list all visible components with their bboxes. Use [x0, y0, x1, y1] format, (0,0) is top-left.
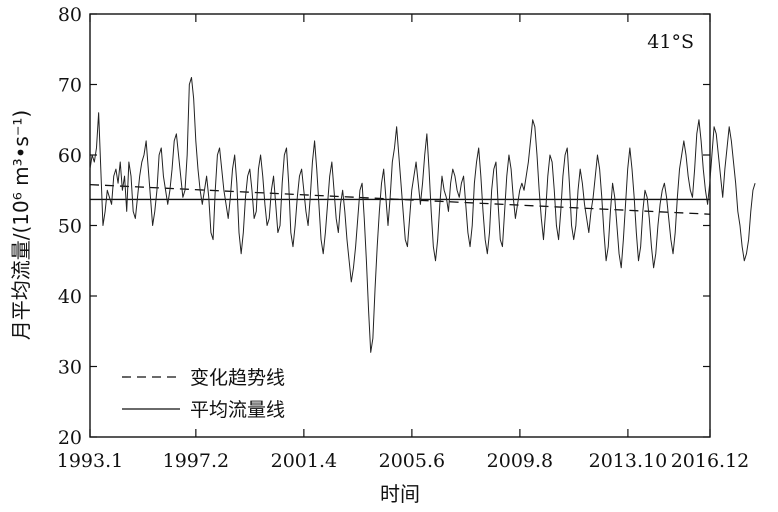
y-tick-label: 50 — [58, 216, 82, 238]
legend-label-trend: 变化趋势线 — [190, 367, 285, 389]
x-tick-label: 1997.2 — [163, 450, 229, 472]
legend-label-mean: 平均流量线 — [190, 399, 285, 421]
y-tick-label: 30 — [58, 357, 82, 379]
x-axis-title: 时间 — [380, 482, 420, 506]
x-tick-label: 2009.8 — [487, 450, 553, 472]
series-line-trend — [89, 183, 711, 215]
y-tick-label: 20 — [58, 427, 82, 449]
y-tick-label: 70 — [58, 75, 82, 97]
x-tick-label: 2005.6 — [379, 450, 445, 472]
series-line-monthly — [89, 76, 756, 353]
x-tick-label: 2016.12 — [671, 450, 750, 472]
x-tick-label: 2013.10 — [589, 450, 668, 472]
x-tick-label: 2001.4 — [271, 450, 337, 472]
x-tick-label: 1993.1 — [57, 450, 123, 472]
chart-annotation: 41°S — [647, 31, 694, 53]
y-tick-label: 60 — [58, 145, 82, 167]
legend: 变化趋势线 平均流量线 — [122, 367, 285, 421]
chart-lines — [89, 76, 756, 353]
y-tick-label: 80 — [58, 4, 82, 26]
y-axis-ticks: 20 30 40 50 60 70 80 — [58, 4, 710, 449]
y-tick-label: 40 — [58, 286, 82, 308]
y-axis-title: 月平均流量/(10⁶ m³•s⁻¹) — [9, 110, 33, 340]
x-axis-ticks: 1993.1 1997.2 2001.4 2005.6 2009.8 2013.10 201… — [57, 14, 750, 472]
